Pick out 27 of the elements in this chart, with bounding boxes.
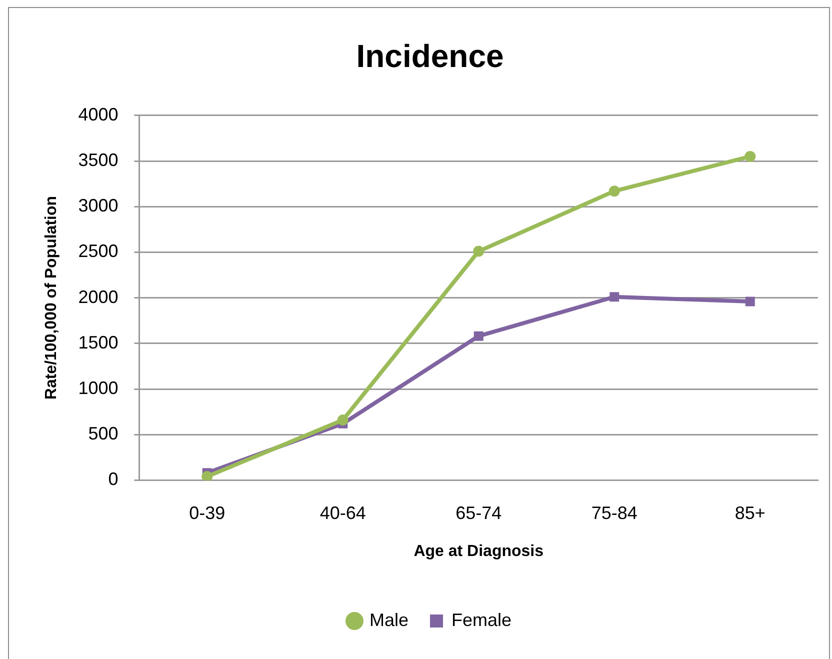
y-tick-label: 1500 [78,332,118,352]
point [745,296,755,306]
point [337,414,348,426]
point [610,292,620,302]
x-tick-label: 40-64 [320,502,366,523]
y-tick-label: 2000 [78,286,118,307]
point [744,150,756,162]
point [473,246,484,257]
point [608,186,620,197]
x-tick-label: 85+ [734,502,766,523]
x-tick-label: 65-74 [456,502,502,523]
y-tick-label: 3000 [78,196,118,216]
x-tick-label: 75-84 [591,502,638,523]
y-tick-label: 500 [88,424,118,444]
y-tick-label: 2500 [78,241,118,262]
y-tick-label: 3500 [78,150,118,170]
y-tick-label: 1000 [78,378,118,398]
y-tick-label: 0 [108,469,118,490]
legend-label: Female [451,610,512,630]
point [202,471,213,480]
legend-label: Male [369,610,408,630]
x-axis-title: Age at Diagnosis [414,542,544,560]
y-axis-title: Rate/100,000 of Population [43,196,60,400]
x-tick-label: 0-39 [189,502,226,523]
point [474,331,484,341]
chart-title: Incidence [356,38,504,74]
y-tick-label: 4000 [78,104,118,124]
